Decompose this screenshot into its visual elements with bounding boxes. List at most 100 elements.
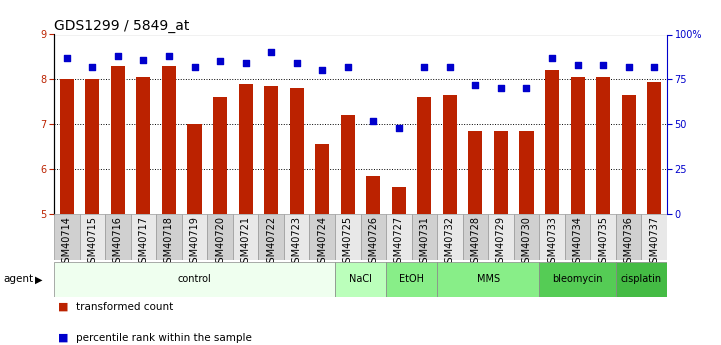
Bar xyxy=(315,144,329,214)
Text: GSM40734: GSM40734 xyxy=(572,216,583,269)
Point xyxy=(189,64,200,70)
Text: ■: ■ xyxy=(58,302,68,312)
Point xyxy=(419,64,430,70)
Text: GSM40729: GSM40729 xyxy=(496,216,506,269)
Bar xyxy=(616,262,667,297)
Point xyxy=(495,86,507,91)
Point xyxy=(265,50,277,55)
Text: control: control xyxy=(177,275,211,284)
Point xyxy=(138,57,149,62)
Bar xyxy=(463,214,488,260)
Text: ■: ■ xyxy=(58,333,68,343)
Bar xyxy=(360,214,386,260)
Text: GSM40736: GSM40736 xyxy=(624,216,634,269)
Text: agent: agent xyxy=(4,275,34,284)
Text: EtOH: EtOH xyxy=(399,275,424,284)
Point xyxy=(317,68,328,73)
Text: bleomycin: bleomycin xyxy=(552,275,603,284)
Bar xyxy=(539,214,565,260)
Text: GSM40735: GSM40735 xyxy=(598,216,608,269)
Point xyxy=(368,118,379,124)
Bar xyxy=(545,70,559,214)
Point xyxy=(393,125,404,130)
Text: percentile rank within the sample: percentile rank within the sample xyxy=(76,333,252,343)
Bar xyxy=(647,81,661,214)
Bar xyxy=(208,214,233,260)
Text: MMS: MMS xyxy=(477,275,500,284)
Bar xyxy=(105,214,131,260)
Point xyxy=(444,64,456,70)
Bar xyxy=(290,88,304,214)
Bar xyxy=(79,214,105,260)
Bar xyxy=(417,97,431,214)
Text: transformed count: transformed count xyxy=(76,302,173,312)
Bar xyxy=(258,214,284,260)
Bar xyxy=(412,214,437,260)
Bar xyxy=(60,79,74,214)
Text: GSM40715: GSM40715 xyxy=(87,216,97,269)
Bar xyxy=(494,131,508,214)
Bar xyxy=(54,262,335,297)
Text: ▶: ▶ xyxy=(35,275,42,284)
Bar xyxy=(264,86,278,214)
Text: GSM40719: GSM40719 xyxy=(190,216,200,269)
Point xyxy=(163,53,174,59)
Bar xyxy=(162,66,176,214)
Text: GSM40731: GSM40731 xyxy=(420,216,429,269)
Text: GSM40723: GSM40723 xyxy=(292,216,301,269)
Point xyxy=(521,86,532,91)
Bar xyxy=(386,262,437,297)
Text: cisplatin: cisplatin xyxy=(621,275,662,284)
Bar xyxy=(335,214,360,260)
Point xyxy=(572,62,583,68)
Text: GSM40725: GSM40725 xyxy=(342,216,353,269)
Text: GSM40728: GSM40728 xyxy=(470,216,480,269)
Point xyxy=(469,82,481,88)
Bar xyxy=(565,214,590,260)
Bar xyxy=(85,79,99,214)
Text: GSM40720: GSM40720 xyxy=(215,216,225,269)
Bar xyxy=(469,131,482,214)
Bar xyxy=(182,214,208,260)
Bar xyxy=(111,66,125,214)
Bar xyxy=(54,214,79,260)
Text: GSM40722: GSM40722 xyxy=(266,216,276,269)
Bar xyxy=(513,214,539,260)
Point xyxy=(240,60,252,66)
Point xyxy=(547,55,558,61)
Bar xyxy=(386,214,412,260)
Text: GSM40726: GSM40726 xyxy=(368,216,379,269)
Text: GSM40732: GSM40732 xyxy=(445,216,455,269)
Bar xyxy=(187,124,202,214)
Text: GSM40718: GSM40718 xyxy=(164,216,174,269)
Bar xyxy=(642,214,667,260)
Point xyxy=(648,64,660,70)
Bar xyxy=(590,214,616,260)
Bar xyxy=(437,214,463,260)
Bar xyxy=(284,214,309,260)
Text: GSM40733: GSM40733 xyxy=(547,216,557,269)
Bar xyxy=(392,187,406,214)
Bar xyxy=(488,214,514,260)
Text: NaCl: NaCl xyxy=(349,275,372,284)
Bar xyxy=(136,77,151,214)
Bar xyxy=(213,97,227,214)
Bar xyxy=(233,214,258,260)
Bar xyxy=(570,77,585,214)
Point xyxy=(87,64,98,70)
Text: GSM40724: GSM40724 xyxy=(317,216,327,269)
Bar xyxy=(309,214,335,260)
Point xyxy=(61,55,73,61)
Point xyxy=(291,60,302,66)
Point xyxy=(112,53,124,59)
Bar xyxy=(622,95,636,214)
Bar xyxy=(437,262,539,297)
Bar xyxy=(539,262,616,297)
Text: GSM40721: GSM40721 xyxy=(241,216,251,269)
Text: GSM40717: GSM40717 xyxy=(138,216,149,269)
Text: GDS1299 / 5849_at: GDS1299 / 5849_at xyxy=(54,19,190,33)
Text: GSM40737: GSM40737 xyxy=(649,216,659,269)
Bar xyxy=(156,214,182,260)
Text: GSM40714: GSM40714 xyxy=(62,216,72,269)
Bar xyxy=(443,95,457,214)
